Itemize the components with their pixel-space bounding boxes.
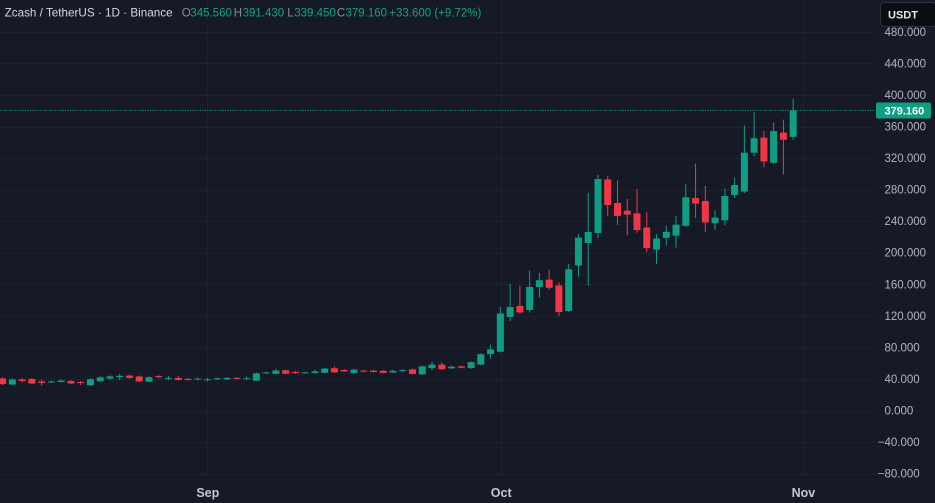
svg-text:480.000: 480.000 [885, 27, 927, 39]
svg-text:379.160: 379.160 [885, 106, 925, 118]
svg-text:−80.000: −80.000 [878, 469, 920, 481]
svg-text:C: C [337, 7, 345, 19]
svg-text:160.000: 160.000 [885, 279, 927, 291]
svg-text:200.000: 200.000 [885, 248, 927, 260]
svg-text:H: H [234, 7, 242, 19]
svg-text:339.450: 339.450 [294, 7, 336, 19]
svg-text:345.560: 345.560 [190, 7, 232, 19]
svg-text:0.000: 0.000 [885, 406, 914, 418]
svg-text:379.160: 379.160 [346, 7, 388, 19]
svg-text:USDT: USDT [888, 10, 918, 22]
svg-text:120.000: 120.000 [885, 311, 927, 323]
svg-text:80.000: 80.000 [885, 342, 920, 354]
svg-text:320.000: 320.000 [885, 153, 927, 165]
svg-text:40.000: 40.000 [885, 374, 920, 386]
svg-text:391.430: 391.430 [243, 7, 285, 19]
svg-text:+33.600 (+9.72%): +33.600 (+9.72%) [389, 7, 481, 19]
svg-text:440.000: 440.000 [885, 58, 927, 70]
svg-text:O: O [182, 7, 191, 19]
svg-text:240.000: 240.000 [885, 216, 927, 228]
svg-text:Oct: Oct [491, 486, 513, 500]
svg-text:Nov: Nov [792, 486, 816, 500]
svg-text:360.000: 360.000 [885, 121, 927, 133]
svg-text:L: L [287, 7, 294, 19]
svg-text:280.000: 280.000 [885, 185, 927, 197]
svg-text:−40.000: −40.000 [878, 437, 920, 449]
svg-text:Zcash / TetherUS · 1D · Binanc: Zcash / TetherUS · 1D · Binance [5, 6, 173, 19]
svg-text:Sep: Sep [196, 486, 219, 500]
svg-text:400.000: 400.000 [885, 90, 927, 102]
